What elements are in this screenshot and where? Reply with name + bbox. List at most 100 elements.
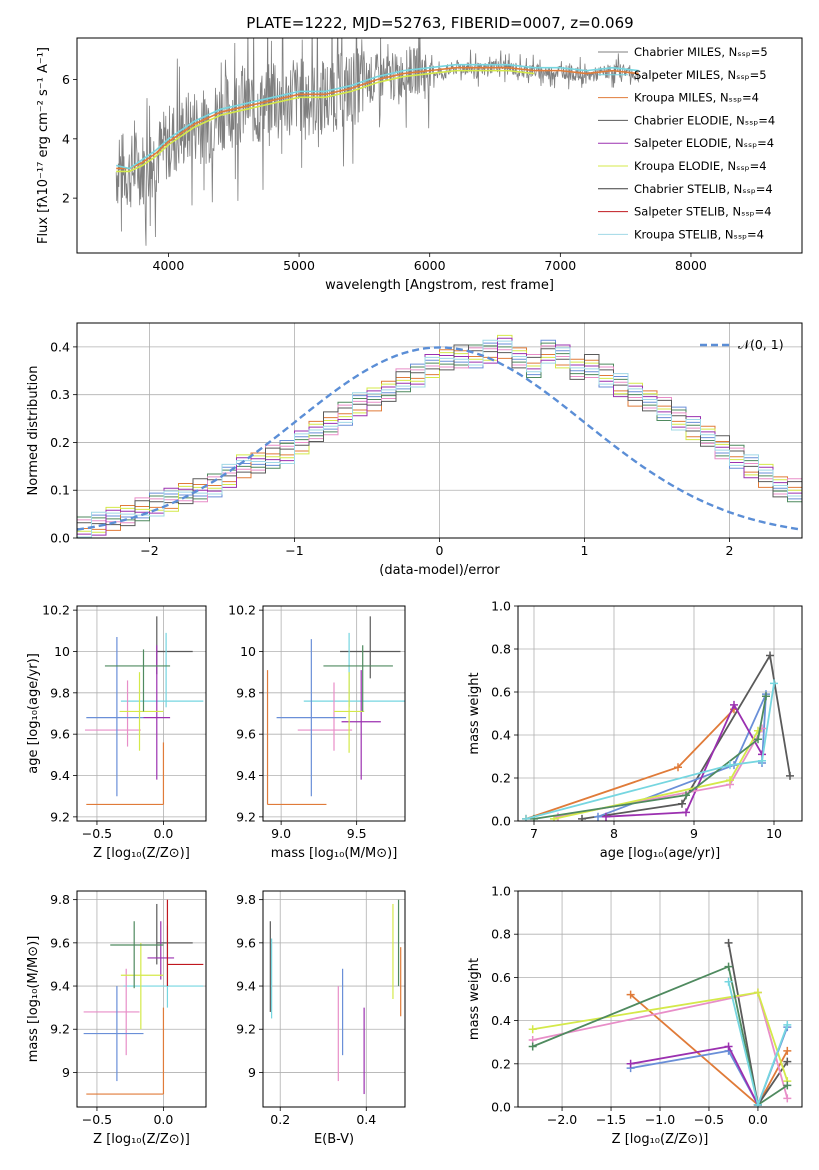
- chart-age-vs-Z: −0.5 0.0 9.2 9.4 9.6 9.8 10 10.2 Z [log₁₀(Z/Z⊙)]…: [26, 603, 207, 861]
- y-tick-label: 9.4: [236, 979, 256, 994]
- y-tick-label: 0.2: [491, 771, 511, 786]
- weight-marker: [522, 814, 530, 821]
- y-tick-label: 0.3: [50, 387, 70, 402]
- y-tick-label: 0.0: [491, 1100, 511, 1115]
- x-axis-label: age [log₁₀(age/yr)]: [600, 846, 721, 861]
- y-tick-label: 0.4: [491, 1013, 511, 1028]
- axes-frame: [76, 890, 207, 1108]
- axes-frame: [262, 605, 406, 822]
- legend-label: Salpeter STELIB, Nₛₛₚ=4: [634, 205, 772, 219]
- legend-label: Kroupa ELODIE, Nₛₛₚ=4: [634, 159, 767, 173]
- legend-label: Salpeter ELODIE, Nₛₛₚ=4: [634, 136, 774, 150]
- x-tick-label: 4000: [153, 258, 185, 273]
- weight-marker: [724, 938, 733, 947]
- histogram-step: [77, 339, 802, 538]
- axes-frame: [76, 322, 803, 539]
- x-tick-label: 8: [610, 826, 618, 841]
- weight-marker: [758, 756, 766, 765]
- chart-spectrum: 4000 5000 6000 7000 8000 2 4 6 wavelength [Angst…: [36, 37, 803, 293]
- x-tick-label: −1.5: [596, 1112, 626, 1127]
- weight-marker: [724, 962, 733, 971]
- figure-title: PLATE=1222, MJD=52763, FIBERID=0007, z=0…: [246, 14, 633, 32]
- legend-label: 𝒩(0, 1): [738, 337, 784, 352]
- axes-frame: [517, 605, 803, 822]
- x-tick-label: 0.0: [153, 1112, 173, 1127]
- y-tick-label: 9.4: [50, 768, 70, 783]
- model-line: [116, 69, 535, 173]
- x-axis-label: mass [log₁₀(M/M⊙)]: [271, 846, 398, 861]
- y-axis-label: Flux [fλ10⁻¹⁷ erg cm⁻² s⁻¹ A⁻¹]: [36, 47, 51, 244]
- y-tick-label: 9: [248, 1065, 256, 1080]
- weight-marker: [602, 812, 610, 821]
- weight-marker: [753, 1100, 762, 1107]
- x-axis-label: E(B-V): [314, 1132, 354, 1147]
- axes-frame: [76, 605, 207, 822]
- y-tick-label: 0.0: [50, 531, 70, 546]
- x-tick-label: −2: [140, 543, 158, 558]
- y-tick-label: 9.2: [50, 809, 70, 824]
- chart-mass-vs-Z: −0.5 0.0 9 9.2 9.4 9.6 9.8 Z [log₁₀(Z/Z⊙)] mass …: [26, 890, 207, 1147]
- y-tick-label: 9.6: [236, 727, 256, 742]
- weight-marker: [783, 1081, 792, 1090]
- y-axis-label: age [log₁₀(age/yr)]: [26, 653, 41, 774]
- legend-label: Kroupa STELIB, Nₛₛₚ=4: [634, 227, 764, 241]
- legend-label: Chabrier STELIB, Nₛₛₚ=4: [634, 182, 773, 196]
- histogram-step: [77, 334, 802, 533]
- y-tick-label: 0.1: [50, 483, 70, 498]
- weight-line: [532, 965, 788, 1107]
- x-tick-label: 5000: [283, 258, 315, 273]
- y-tick-label: 9.6: [50, 727, 70, 742]
- y-tick-label: 9.8: [236, 892, 256, 907]
- weight-marker: [783, 1046, 792, 1055]
- x-axis-label: Z [log₁₀(Z/Z⊙)]: [93, 1132, 190, 1147]
- x-tick-label: 7000: [544, 258, 576, 273]
- y-tick-label: 0.0: [491, 814, 511, 829]
- chart-weight-vs-age: 7 8 9 10 0.0 0.2 0.4 0.6 0.8 1.0 age [log₁₀(age/yr…: [467, 599, 803, 861]
- weight-marker: [578, 814, 586, 821]
- weight-marker: [783, 1094, 792, 1103]
- x-tick-label: 1: [581, 543, 589, 558]
- panels: 4000 5000 6000 7000 8000 2 4 6 wavelength [Angst…: [26, 37, 803, 1147]
- model-line: [116, 66, 639, 170]
- weight-marker: [674, 763, 682, 772]
- plot-area: [77, 334, 802, 538]
- weight-marker: [682, 808, 690, 817]
- y-tick-label: 0.6: [491, 685, 511, 700]
- weight-line: [581, 652, 791, 820]
- weight-marker: [726, 776, 734, 785]
- y-tick-label: 6: [62, 72, 70, 87]
- y-tick-label: 9.2: [236, 809, 256, 824]
- y-axis-label: Normed distribution: [26, 366, 41, 496]
- x-tick-label: 0.0: [153, 826, 173, 841]
- y-axis-label: mass weight: [467, 672, 482, 754]
- x-axis-label: Z [log₁₀(Z/Z⊙)]: [612, 1132, 709, 1147]
- histogram-step: [77, 344, 802, 527]
- x-tick-label: −0.5: [694, 1112, 724, 1127]
- chart-mass-vs-EBV: 0.2 0.4 9 9.2 9.4 9.6 9.8 E(B-V): [236, 890, 406, 1147]
- legend-label: Chabrier MILES, Nₛₛₚ=5: [634, 45, 768, 59]
- legend-label: Kroupa MILES, Nₛₛₚ=4: [634, 91, 759, 105]
- y-tick-label: 9.6: [50, 935, 70, 950]
- y-tick-label: 1.0: [491, 599, 511, 614]
- weight-marker: [724, 977, 733, 986]
- chart-weight-vs-Z: −2.0 −1.5 −1.0 −0.5 0.0 0.0 0.2 0.4 0.6 0.8 1.0 Z […: [467, 884, 803, 1147]
- y-axis-label: mass weight: [467, 958, 482, 1040]
- x-tick-label: 9: [690, 826, 698, 841]
- plot-area: [522, 651, 794, 821]
- y-tick-label: 9.2: [50, 1022, 70, 1037]
- plot-area: [528, 938, 792, 1107]
- y-tick-label: 0.4: [491, 728, 511, 743]
- plot-area: [115, 38, 640, 246]
- chart-age-vs-mass: 9.0 9.5 9.2 9.4 9.6 9.8 10 10.2 mass [log₁₀(M/M⊙…: [228, 603, 406, 861]
- weight-marker: [730, 700, 738, 709]
- x-tick-label: 0.4: [356, 1112, 376, 1127]
- x-tick-label: 10: [766, 826, 782, 841]
- axes-frame: [517, 890, 803, 1108]
- y-tick-label: 9.8: [236, 685, 256, 700]
- x-tick-label: 6000: [414, 258, 446, 273]
- x-tick-label: −2.0: [547, 1112, 577, 1127]
- y-tick-label: 9.2: [236, 1022, 256, 1037]
- data-trace: [115, 38, 640, 246]
- y-tick-label: 9.6: [236, 935, 256, 950]
- y-tick-label: 9.8: [50, 892, 70, 907]
